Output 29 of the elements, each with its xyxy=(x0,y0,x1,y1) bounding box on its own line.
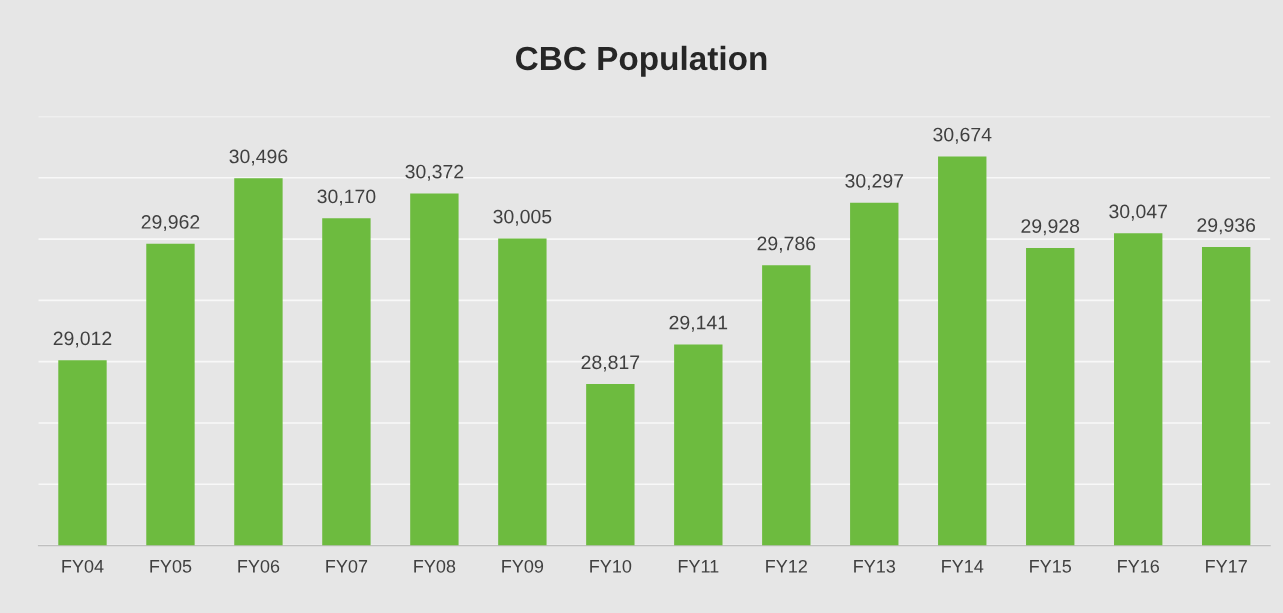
x-tick-label: FY11 xyxy=(678,560,719,573)
data-label: 30,297 xyxy=(845,173,904,190)
x-tick-label: FY13 xyxy=(854,559,896,573)
x-tick-label: FY15 xyxy=(1030,560,1072,573)
data-label: 29,786 xyxy=(757,236,816,253)
x-tick-label: FY07 xyxy=(326,559,368,573)
data-label: 29,141 xyxy=(669,315,728,332)
data-label: 29,936 xyxy=(1197,218,1256,235)
x-tick-label: FY12 xyxy=(766,559,807,573)
data-label: 30,496 xyxy=(229,149,288,166)
x-tick-label: FY09 xyxy=(502,559,544,573)
data-label: 30,047 xyxy=(1109,204,1167,221)
data-label: 30,372 xyxy=(405,164,464,181)
data-label: 29,928 xyxy=(1021,219,1080,236)
x-tick-label: FY04 xyxy=(62,559,104,573)
data-label: 29,962 xyxy=(141,215,200,232)
x-tick-label: FY05 xyxy=(150,559,192,573)
x-tick-label: FY16 xyxy=(1118,559,1159,573)
x-tick-label: FY08 xyxy=(414,559,456,573)
data-label: 28,817 xyxy=(581,355,640,372)
data-label: 30,170 xyxy=(317,189,376,206)
x-tick-label: FY17 xyxy=(1206,560,1247,573)
chart-title: CBC Population xyxy=(516,45,767,77)
x-tick-label: FY14 xyxy=(942,560,984,573)
data-label: 30,674 xyxy=(933,127,992,144)
data-label: 30,005 xyxy=(493,209,552,226)
x-tick-label: FY10 xyxy=(590,559,632,573)
data-label: 29,012 xyxy=(53,331,112,348)
x-tick-label: FY06 xyxy=(238,559,280,573)
